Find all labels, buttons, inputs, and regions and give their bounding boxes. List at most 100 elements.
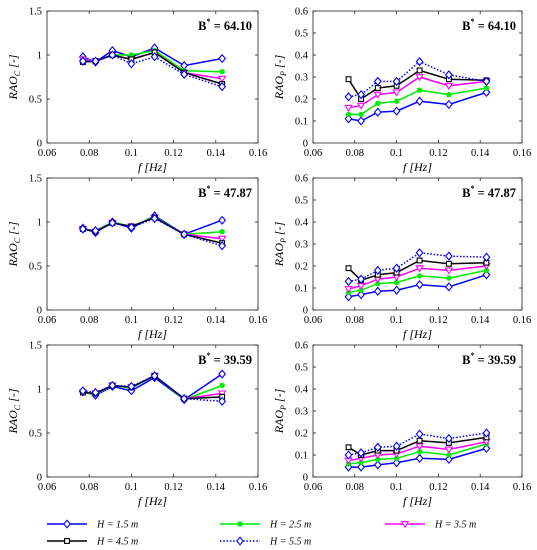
- legend-marker: [63, 519, 71, 529]
- x-tick-label: 0.1: [125, 148, 138, 159]
- y-tick-label: 0.1: [295, 117, 308, 128]
- annotation-value: 47.87: [224, 186, 252, 200]
- data-point: [127, 222, 136, 232]
- data-point: [91, 226, 100, 236]
- data-point: [78, 386, 87, 396]
- data-point: [344, 286, 353, 294]
- data-point: [180, 69, 189, 80]
- data-point: [415, 280, 424, 290]
- y-tick-label: 0.2: [295, 95, 308, 106]
- y-axis-label-sub: C: [13, 404, 22, 410]
- data-point: [78, 224, 87, 234]
- annotation-star: *: [471, 351, 475, 360]
- annotation-star: *: [207, 184, 211, 193]
- annotation-value: 64.10: [224, 19, 252, 33]
- legend-label: H = 3.5 m: [434, 520, 476, 531]
- data-point: [219, 382, 225, 389]
- y-tick-label: 0: [303, 139, 308, 150]
- annotation-symbol: B: [198, 19, 206, 33]
- panel-annotation: B* = 64.10: [462, 17, 516, 33]
- y-axis-label-main: RAO: [6, 243, 20, 268]
- x-axis-label: f [Hz]: [403, 494, 432, 508]
- y-axis-label: RAOC [-]: [6, 54, 22, 100]
- y-axis-label: RAOC [-]: [6, 388, 22, 434]
- x-tick-label: 0.1: [390, 482, 403, 493]
- y-tick-label: 1.5: [29, 341, 42, 352]
- annotation-star: *: [471, 17, 475, 26]
- legend-label: H = 2.5 m: [269, 520, 311, 531]
- y-tick-label: 0.2: [295, 429, 308, 440]
- y-axis-label-unit: [-]: [272, 54, 286, 71]
- x-tick-label: 0.1: [390, 148, 403, 159]
- y-tick-label: 0.5: [295, 29, 308, 40]
- data-point: [444, 82, 454, 91]
- data-point: [444, 282, 453, 292]
- data-point: [345, 111, 352, 118]
- legend-marker: [237, 521, 243, 527]
- data-point: [392, 285, 401, 295]
- annotation-star: *: [471, 184, 475, 193]
- data-point: [127, 59, 136, 69]
- x-axis-label: f [Hz]: [403, 327, 432, 341]
- data-point: [373, 107, 382, 117]
- chart-panel-5: 0.06 0.08 0.1 0.12 0.14 0.16 0 0.5 1 1.5 f [Hz] RAO…: [6, 341, 267, 509]
- series-H=1.5: [344, 87, 491, 126]
- legend-entry-H=3.5: H = 3.5 m: [385, 520, 476, 531]
- data-point: [91, 387, 100, 398]
- x-axis-label: f [Hz]: [138, 327, 167, 341]
- x-tick-label: 0.08: [346, 482, 364, 493]
- y-axis-label-sub: C: [13, 237, 22, 243]
- x-tick-label: 0.08: [80, 315, 98, 326]
- data-point: [416, 437, 423, 444]
- y-tick-label: 0.5: [29, 429, 42, 440]
- legend-label: H = 4.5 m: [96, 537, 138, 548]
- annotation-value: 39.59: [488, 353, 516, 367]
- data-point: [373, 286, 382, 296]
- data-point: [78, 56, 87, 66]
- x-tick-label: 0.08: [80, 148, 98, 159]
- annotation-equals: =: [475, 19, 488, 33]
- x-tick-label: 0.06: [38, 482, 56, 493]
- data-point: [344, 114, 353, 124]
- legend-marker: [400, 521, 410, 529]
- y-axis-label-sub: C: [13, 70, 22, 76]
- x-tick-label: 0.12: [429, 315, 447, 326]
- data-point: [345, 76, 352, 83]
- data-point: [358, 111, 364, 118]
- annotation-equals: =: [211, 353, 224, 367]
- data-point: [373, 265, 382, 276]
- x-tick-label: 0.12: [164, 148, 182, 159]
- panel-annotation: B* = 64.10: [198, 17, 252, 33]
- annotation-symbol: B: [198, 186, 206, 200]
- data-point: [218, 215, 227, 225]
- x-axis-label: f [Hz]: [138, 494, 167, 508]
- data-point: [91, 56, 100, 66]
- x-tick-label: 0.14: [471, 482, 490, 493]
- annotation-symbol: B: [198, 353, 206, 367]
- data-point: [393, 98, 400, 104]
- annotation-value: 64.10: [488, 19, 516, 33]
- data-point: [415, 248, 424, 258]
- y-tick-label: 0.5: [295, 363, 308, 374]
- data-point: [218, 241, 227, 251]
- data-point: [446, 91, 452, 98]
- annotation-symbol: B: [462, 353, 470, 367]
- x-tick-label: 0.1: [390, 315, 403, 326]
- y-axis-label-unit: [-]: [272, 221, 286, 238]
- y-axis-label-sub: P: [279, 71, 288, 77]
- data-point: [219, 69, 225, 75]
- legend-marker: [236, 536, 244, 546]
- data-point: [415, 96, 424, 106]
- data-point: [180, 229, 189, 239]
- series-H=5.5: [344, 428, 491, 460]
- data-point: [482, 270, 491, 280]
- series-H=1.5: [344, 443, 491, 472]
- y-tick-label: 0.4: [295, 51, 309, 62]
- panel-annotation: B* = 47.87: [198, 184, 252, 200]
- annotation-equals: =: [475, 353, 488, 367]
- data-point: [416, 87, 423, 93]
- data-point: [217, 390, 227, 398]
- x-tick-label: 0.12: [429, 148, 447, 159]
- y-tick-label: 1: [37, 385, 42, 396]
